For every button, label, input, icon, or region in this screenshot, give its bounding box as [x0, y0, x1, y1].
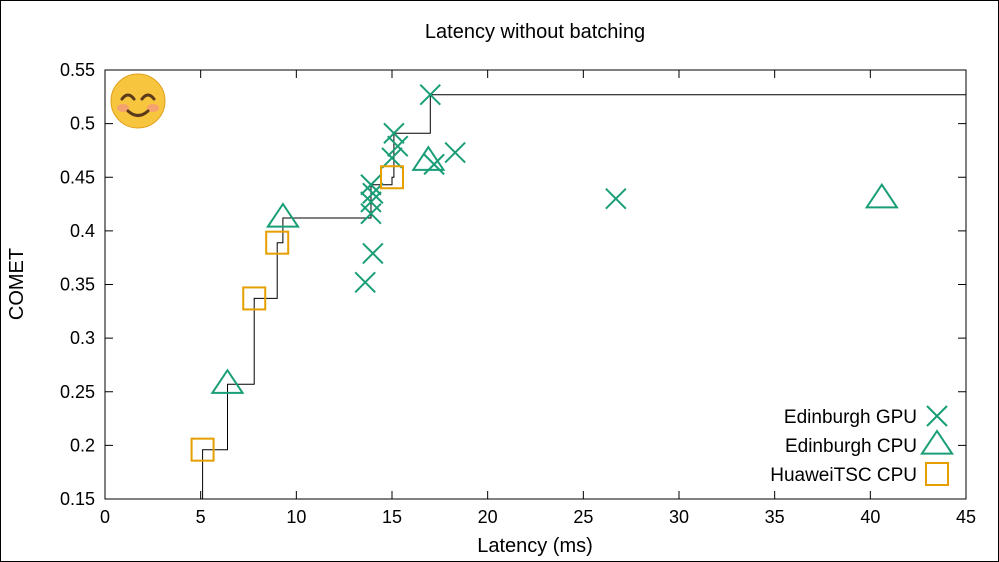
edinburgh-gpu-point — [423, 153, 445, 176]
x-tick-label: 25 — [573, 507, 593, 527]
x-tick-label: 45 — [956, 507, 976, 527]
x-axis-title: Latency (ms) — [477, 535, 593, 557]
y-tick-label: 0.15 — [60, 489, 95, 509]
x-tick-label: 35 — [765, 507, 785, 527]
x-tick-label: 5 — [196, 507, 206, 527]
legend-label-huaweitsc-cpu: HuaweiTSC CPU — [770, 465, 917, 486]
huaweitsc-cpu-point — [242, 286, 267, 311]
edinburgh-cpu-point — [265, 202, 300, 228]
x-tick-label: 40 — [860, 507, 880, 527]
edinburgh-gpu-point — [360, 203, 382, 225]
x-tick-label: 30 — [669, 507, 689, 527]
legend: Edinburgh GPU Edinburgh CPU HuaweiTSC CPU — [770, 405, 954, 486]
legend-marker-edinburgh-gpu — [926, 405, 948, 427]
edinburgh-cpu-point — [411, 145, 446, 171]
smiling-face-emoji — [110, 73, 166, 129]
y-tick-label: 0.35 — [60, 275, 95, 295]
legend-marker-huaweitsc-cpu — [925, 462, 949, 486]
y-tick-label: 0.4 — [70, 221, 95, 241]
y-tick-label: 0.3 — [70, 328, 95, 348]
huaweitsc-cpu-point — [265, 230, 290, 255]
edinburgh-gpu-point — [605, 187, 627, 210]
edinburgh-gpu-point — [362, 182, 384, 205]
legend-label-edinburgh-cpu: Edinburgh CPU — [785, 436, 917, 457]
y-axis-title: COMET — [6, 248, 28, 320]
x-tick-label: 20 — [478, 507, 498, 527]
edinburgh-gpu-point — [383, 122, 405, 144]
edinburgh-gpu-point — [362, 242, 384, 265]
chart-title: Latency without batching — [425, 21, 645, 43]
huaweitsc-cpu-point — [380, 165, 404, 190]
huaweitsc-cpu-point — [190, 437, 215, 462]
edinburgh-gpu-point — [444, 141, 466, 164]
edinburgh-gpu-point — [360, 191, 382, 213]
plot-area-border — [104, 69, 967, 500]
edinburgh-cpu-point — [864, 182, 899, 209]
y-tick-label: 0.55 — [60, 60, 95, 80]
x-tick-label: 10 — [286, 507, 306, 527]
x-tick-label: 15 — [382, 507, 402, 527]
edinburgh-gpu-point — [360, 174, 382, 196]
edinburgh-gpu-point — [387, 135, 409, 157]
edinburgh-gpu-point — [381, 147, 403, 169]
y-tick-label: 0.2 — [70, 435, 95, 455]
legend-marker-edinburgh-cpu — [920, 429, 954, 455]
x-tick-label: 0 — [100, 507, 110, 527]
y-tick-label: 0.25 — [60, 382, 95, 402]
y-tick-label: 0.45 — [60, 167, 95, 187]
edinburgh-cpu-point — [210, 368, 245, 394]
edinburgh-gpu-point — [354, 271, 376, 294]
legend-label-edinburgh-gpu: Edinburgh GPU — [784, 407, 917, 428]
y-tick-label: 0.5 — [70, 114, 95, 134]
edinburgh-gpu-point — [419, 83, 441, 106]
